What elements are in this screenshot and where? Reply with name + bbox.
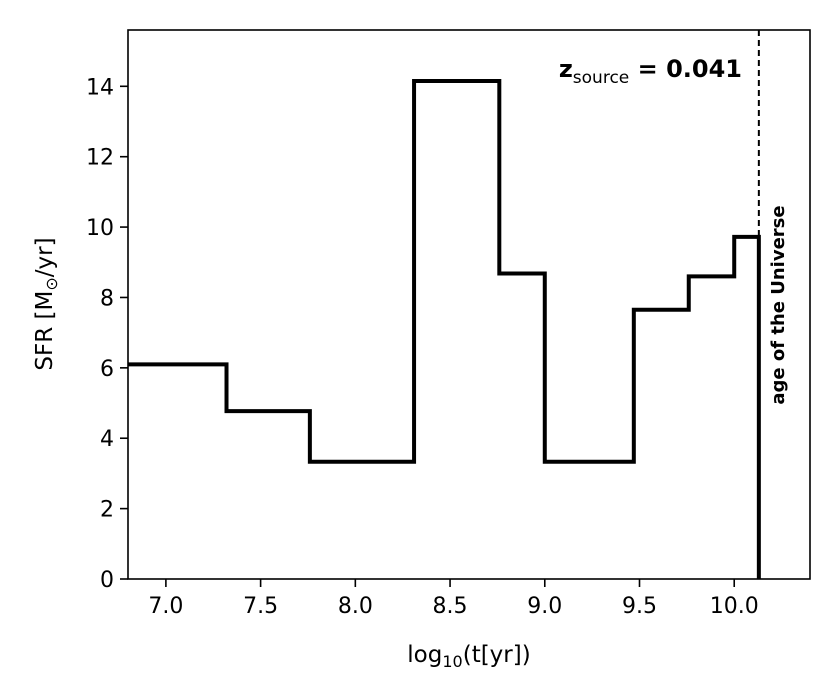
x-axis-label-prefix: log <box>407 642 442 668</box>
y-tick-label: 0 <box>100 568 114 593</box>
x-axis-label: log10(t[yr]) <box>407 642 530 671</box>
x-axis-label-suffix: (t[yr]) <box>463 642 531 668</box>
y-axis-label-suffix: /yr] <box>32 237 58 277</box>
y-tick-label: 12 <box>86 146 114 171</box>
x-tick-label: 7.0 <box>148 594 183 619</box>
sfr-bin-6 <box>634 307 689 313</box>
y-tick-label: 14 <box>86 75 114 100</box>
sfr-bin-2 <box>310 459 414 465</box>
y-tick-label: 6 <box>100 357 114 382</box>
x-axis-ticks: 7.0 7.5 8.0 8.5 9.0 9.5 10.0 <box>148 579 759 619</box>
y-axis-label-sub: ⊙ <box>42 277 61 290</box>
sfr-bin-8 <box>734 234 759 240</box>
y-tick-label: 4 <box>100 427 114 452</box>
y-tick-label: 8 <box>100 286 114 311</box>
x-tick-label: 9.5 <box>622 594 657 619</box>
sfr-bin-5 <box>545 459 634 465</box>
redshift-annotation-sub: source <box>573 68 629 88</box>
x-tick-label: 8.5 <box>433 594 468 619</box>
redshift-annotation-suffix: = 0.041 <box>629 55 742 83</box>
sfr-step-line <box>128 79 761 579</box>
y-tick-label: 2 <box>100 498 114 523</box>
x-tick-label: 8.0 <box>338 594 373 619</box>
sfr-bin-1 <box>227 408 310 414</box>
sfr-bin-7 <box>689 273 734 279</box>
x-axis-label-sub: 10 <box>442 652 462 671</box>
redshift-annotation-prefix: z <box>559 55 573 83</box>
x-tick-label: 10.0 <box>710 594 759 619</box>
y-axis-label-prefix: SFR [M <box>32 291 58 371</box>
x-tick-label: 7.5 <box>243 594 278 619</box>
x-tick-label: 9.0 <box>527 594 562 619</box>
sfr-bin-3 <box>414 78 499 84</box>
y-axis-label: SFR [M⊙/yr] <box>32 237 61 370</box>
sfr-bin-4 <box>499 271 544 277</box>
sfr-bin-0 <box>128 361 227 367</box>
vline-label: age of the Universe <box>768 205 789 404</box>
y-axis-ticks: 0 2 4 6 8 10 12 14 <box>86 75 128 593</box>
redshift-annotation: zsource = 0.041 <box>559 55 742 88</box>
y-tick-label: 10 <box>86 216 114 241</box>
plot-content <box>128 30 761 579</box>
axes-frame <box>127 29 811 580</box>
